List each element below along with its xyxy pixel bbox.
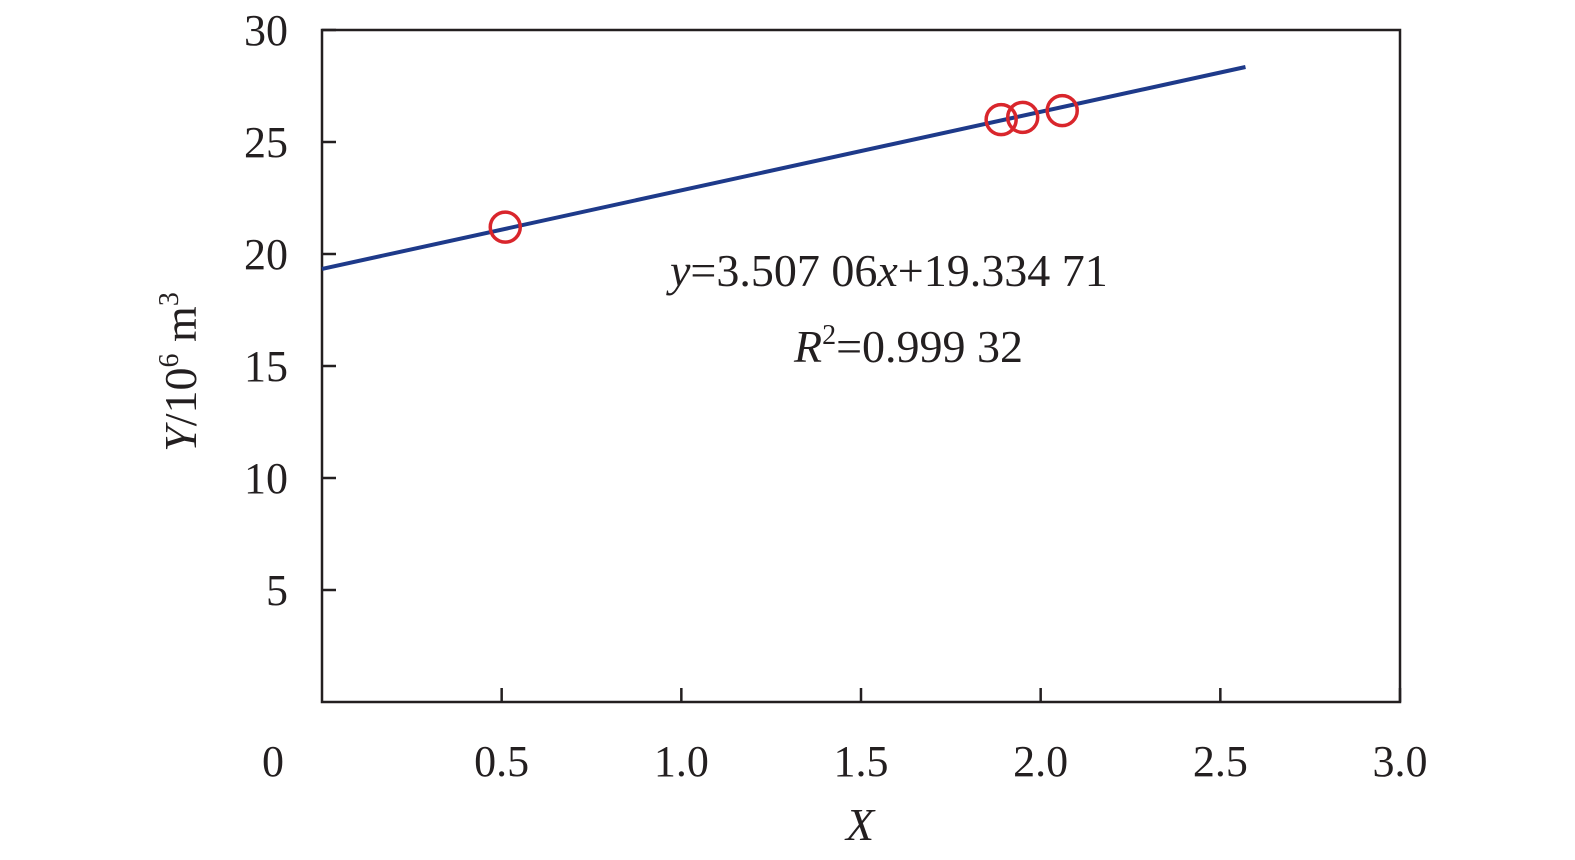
y-axis-title: Y/106 m3 <box>154 292 206 452</box>
y-axis-title-base: /10 <box>155 367 206 426</box>
equation-part-1: =3.507 06 <box>690 245 877 296</box>
y-tick-label: 10 <box>244 454 288 503</box>
origin-label: 0 <box>262 737 284 786</box>
data-points-layer <box>488 93 1079 244</box>
equation-part-2: +19.334 71 <box>898 245 1108 296</box>
y-tick-label: 30 <box>244 6 288 55</box>
y-axis-title-unit-exp: 3 <box>154 292 185 306</box>
equation-x-var: x <box>876 245 898 296</box>
y-tick-label: 25 <box>244 118 288 167</box>
y-axis-title-unit: m <box>155 306 206 354</box>
x-axis-title: X <box>844 799 876 850</box>
y-axis-ticks: 5 10 15 20 25 30 <box>244 6 336 615</box>
y-tick-label: 5 <box>266 566 288 615</box>
y-tick-label: 20 <box>244 230 288 279</box>
x-tick-label: 1.5 <box>834 737 889 786</box>
y-axis-title-exp: 6 <box>154 353 185 367</box>
x-tick-label: 1.0 <box>654 737 709 786</box>
x-tick-label: 3.0 <box>1373 737 1428 786</box>
x-tick-label: 0.5 <box>474 737 529 786</box>
x-tick-label: 2.5 <box>1193 737 1248 786</box>
y-axis-title-var: Y <box>155 422 206 452</box>
fit-line-layer <box>321 65 1246 271</box>
data-point <box>984 102 1018 137</box>
r-squared-exp: 2 <box>822 320 836 351</box>
r-squared-var: R <box>793 321 822 372</box>
r-squared-value: =0.999 32 <box>836 321 1023 372</box>
r-squared-label: R2=0.999 32 <box>793 320 1023 372</box>
data-point <box>1005 100 1040 135</box>
data-point <box>488 210 523 244</box>
data-point <box>1045 93 1079 128</box>
regression-line <box>321 65 1246 271</box>
x-axis-ticks: 0.5 1.0 1.5 2.0 2.5 3.0 <box>474 688 1428 786</box>
x-tick-label: 2.0 <box>1013 737 1068 786</box>
y-tick-label: 15 <box>244 342 288 391</box>
regression-equation: y=3.507 06x+19.334 71 <box>666 245 1108 296</box>
equation-y-var: y <box>666 245 691 296</box>
